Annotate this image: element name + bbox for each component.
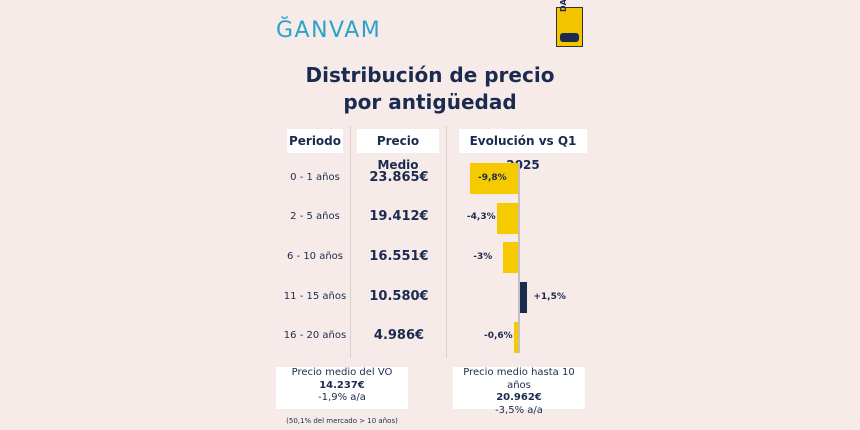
period-label: 16 - 20 años — [283, 330, 347, 342]
price-value: 16.551€ — [369, 248, 429, 264]
price-value: 4.986€ — [373, 328, 425, 344]
period-label: 2 - 5 años — [290, 211, 340, 223]
summary-ten: Precio medio hasta 10 años 20.962€ -3,5%… — [453, 367, 585, 416]
evolution-bar — [469, 163, 518, 194]
car-icon — [560, 33, 579, 42]
period-label: 11 - 15 años — [283, 290, 347, 302]
period-label: 6 - 10 años — [286, 250, 344, 262]
period-label: 0 - 1 años — [290, 171, 340, 183]
summary-ten-change: -3,5% a/a — [495, 404, 543, 416]
summary-ten-label: Precio medio hasta 10 años — [463, 367, 575, 391]
evolution-label: +1,5% — [533, 291, 566, 302]
ganvam-logo: ĞANVAM — [276, 18, 382, 43]
evolution-bar — [503, 242, 518, 274]
evolution-label: -9,8% — [477, 172, 507, 183]
chart-title-line1: Distribución de precio — [305, 63, 555, 87]
column-divider — [446, 126, 447, 358]
zero-axis — [518, 163, 520, 353]
column-divider — [350, 126, 351, 358]
price-value: 19.412€ — [369, 209, 429, 225]
dat-logo: DAT — [556, 0, 583, 47]
dat-logo-text: DAT — [559, 0, 568, 12]
price-value: 10.580€ — [369, 288, 429, 304]
summary-vo-label: Precio medio del VO — [291, 367, 393, 378]
summary-vo-change: -1,9% a/a — [318, 392, 366, 403]
summary-vo: Precio medio del VO 14.237€ -1,9% a/a — [276, 367, 408, 409]
evolution-bar — [514, 321, 518, 353]
price-value: 23.865€ — [369, 169, 429, 185]
header-price: Precio Medio — [357, 129, 439, 172]
summary-ten-value: 20.962€ — [496, 392, 542, 403]
evolution-label: -4,3% — [466, 212, 496, 223]
evolution-label: -3% — [473, 251, 493, 262]
evolution-bar — [520, 282, 528, 314]
evolution-label: -0,6% — [484, 331, 513, 342]
evolution-bar — [496, 202, 518, 234]
header-period: Periodo — [287, 129, 343, 153]
header-evolution: Evolución vs Q1 2025 — [459, 129, 587, 172]
chart-title-line2: por antigüedad — [343, 90, 517, 114]
summary-vo-value: 14.237€ — [319, 379, 365, 391]
footnote: (50,1% del mercado > 10 años) — [286, 417, 398, 425]
